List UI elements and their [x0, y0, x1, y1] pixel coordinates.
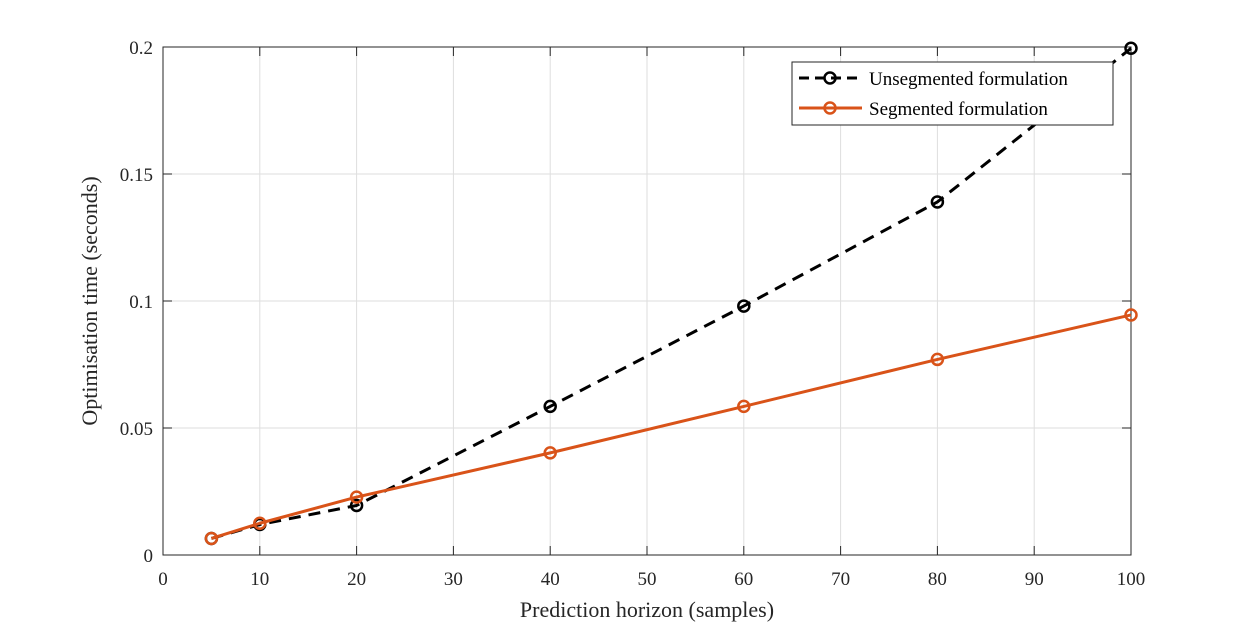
data-point — [1124, 41, 1138, 56]
data-point — [543, 446, 557, 460]
x-tick-label: 90 — [1025, 569, 1044, 590]
data-point — [253, 516, 267, 530]
x-tick-label: 50 — [638, 569, 657, 590]
legend: Unsegmented formulation Segmented formul… — [791, 61, 1114, 126]
x-tick-label: 80 — [928, 569, 947, 590]
series-segmented — [204, 308, 1138, 546]
data-point — [204, 531, 219, 546]
data-point — [349, 490, 364, 504]
x-tick-label: 100 — [1117, 569, 1146, 590]
legend-label-unsegmented: Unsegmented formulation — [869, 69, 1068, 90]
y-tick-label: 0.15 — [120, 165, 153, 186]
x-tick-label: 0 — [158, 569, 168, 590]
x-tick-label: 20 — [347, 569, 366, 590]
x-tick-label: 40 — [541, 569, 560, 590]
x-tick-label: 10 — [250, 569, 269, 590]
x-tick-label: 70 — [831, 569, 850, 590]
legend-label-segmented: Segmented formulation — [869, 99, 1048, 120]
series-layer — [204, 41, 1138, 546]
y-tick-label: 0.05 — [120, 419, 153, 440]
y-tick-label: 0 — [144, 546, 154, 567]
series-line — [210, 313, 1132, 540]
x-tick-label: 30 — [444, 569, 463, 590]
data-point — [737, 399, 751, 414]
legend-box — [791, 61, 1114, 126]
legend-marker-segmented — [823, 101, 837, 115]
data-point — [737, 299, 751, 313]
legend-marker-unsegmented — [823, 71, 837, 85]
data-point — [930, 195, 945, 209]
y-tick-label: 0.2 — [129, 38, 153, 59]
x-tick-label: 60 — [734, 569, 753, 590]
data-point — [543, 399, 557, 414]
y-tick-label: 0.1 — [129, 292, 153, 313]
axis-ticks: 0 10 20 30 40 50 60 70 80 90 100 0 0.05 0.1 0.15 0.2 — [120, 38, 1146, 590]
y-axis-label: Optimisation time (seconds) — [77, 176, 102, 425]
x-axis-label: Prediction horizon (samples) — [520, 597, 774, 622]
data-point — [1124, 308, 1138, 322]
data-point — [349, 498, 364, 513]
data-point — [930, 352, 945, 367]
